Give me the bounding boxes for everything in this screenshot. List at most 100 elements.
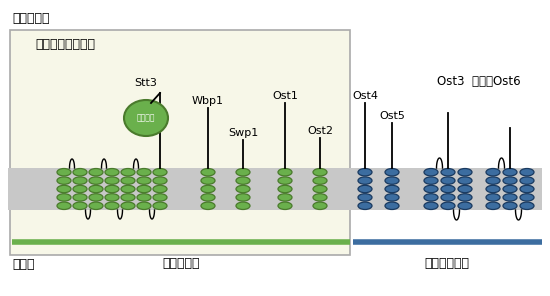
Ellipse shape	[201, 177, 215, 184]
Ellipse shape	[503, 168, 517, 176]
Ellipse shape	[137, 194, 151, 201]
Ellipse shape	[385, 202, 399, 210]
Ellipse shape	[278, 168, 292, 176]
Ellipse shape	[121, 194, 135, 201]
Ellipse shape	[358, 177, 372, 184]
Ellipse shape	[89, 194, 103, 201]
Ellipse shape	[278, 185, 292, 193]
Text: Ost1: Ost1	[272, 91, 298, 101]
Ellipse shape	[137, 185, 151, 193]
Ellipse shape	[441, 194, 455, 201]
Ellipse shape	[503, 185, 517, 193]
Bar	[8, 168, 542, 210]
Ellipse shape	[520, 194, 534, 201]
Ellipse shape	[520, 168, 534, 176]
Ellipse shape	[57, 202, 71, 210]
Ellipse shape	[424, 185, 438, 193]
Ellipse shape	[73, 202, 87, 210]
Ellipse shape	[201, 168, 215, 176]
Ellipse shape	[201, 194, 215, 201]
Ellipse shape	[236, 177, 250, 184]
Ellipse shape	[105, 194, 119, 201]
Ellipse shape	[503, 194, 517, 201]
Text: 触媒部位: 触媒部位	[137, 113, 155, 123]
Ellipse shape	[458, 185, 472, 193]
Ellipse shape	[385, 168, 399, 176]
Ellipse shape	[278, 194, 292, 201]
Text: 生育に必須: 生育に必須	[162, 257, 200, 270]
Ellipse shape	[458, 202, 472, 210]
Ellipse shape	[137, 168, 151, 176]
Text: 共通サブユニット: 共通サブユニット	[35, 38, 95, 51]
Ellipse shape	[385, 177, 399, 184]
Ellipse shape	[424, 202, 438, 210]
Ellipse shape	[89, 168, 103, 176]
Text: Ost5: Ost5	[379, 111, 405, 121]
Text: Stt3: Stt3	[135, 78, 157, 88]
Ellipse shape	[520, 177, 534, 184]
Ellipse shape	[278, 202, 292, 210]
Ellipse shape	[385, 194, 399, 201]
Ellipse shape	[520, 185, 534, 193]
Ellipse shape	[441, 185, 455, 193]
Ellipse shape	[73, 177, 87, 184]
Ellipse shape	[201, 185, 215, 193]
Text: 小胞体内腔: 小胞体内腔	[12, 12, 50, 25]
Ellipse shape	[503, 202, 517, 210]
Ellipse shape	[105, 202, 119, 210]
Ellipse shape	[57, 185, 71, 193]
Ellipse shape	[458, 177, 472, 184]
Ellipse shape	[385, 185, 399, 193]
Ellipse shape	[236, 185, 250, 193]
Ellipse shape	[153, 177, 167, 184]
Ellipse shape	[137, 202, 151, 210]
Text: 生育に非必須: 生育に非必須	[425, 257, 470, 270]
Ellipse shape	[486, 194, 500, 201]
Ellipse shape	[503, 177, 517, 184]
Text: Wbp1: Wbp1	[192, 96, 224, 106]
Ellipse shape	[137, 177, 151, 184]
Ellipse shape	[458, 168, 472, 176]
Ellipse shape	[424, 194, 438, 201]
Ellipse shape	[105, 185, 119, 193]
Text: Ost4: Ost4	[352, 91, 378, 101]
Ellipse shape	[358, 168, 372, 176]
Text: Ost3  またはOst6: Ost3 またはOst6	[437, 75, 521, 88]
Ellipse shape	[73, 168, 87, 176]
Ellipse shape	[441, 168, 455, 176]
Text: Swp1: Swp1	[228, 128, 258, 138]
FancyBboxPatch shape	[10, 30, 350, 255]
Ellipse shape	[73, 185, 87, 193]
Ellipse shape	[486, 168, 500, 176]
Ellipse shape	[358, 194, 372, 201]
Ellipse shape	[520, 202, 534, 210]
Ellipse shape	[236, 194, 250, 201]
Ellipse shape	[313, 202, 327, 210]
Ellipse shape	[153, 185, 167, 193]
Ellipse shape	[358, 185, 372, 193]
Ellipse shape	[57, 168, 71, 176]
Ellipse shape	[57, 194, 71, 201]
Ellipse shape	[486, 185, 500, 193]
Ellipse shape	[121, 168, 135, 176]
Text: Ost2: Ost2	[307, 126, 333, 136]
Ellipse shape	[486, 202, 500, 210]
Ellipse shape	[486, 177, 500, 184]
Ellipse shape	[313, 185, 327, 193]
Ellipse shape	[89, 202, 103, 210]
Ellipse shape	[358, 202, 372, 210]
Ellipse shape	[424, 168, 438, 176]
Ellipse shape	[313, 194, 327, 201]
Ellipse shape	[313, 177, 327, 184]
Ellipse shape	[441, 202, 455, 210]
Ellipse shape	[313, 168, 327, 176]
Text: 細胞質: 細胞質	[12, 258, 35, 271]
Ellipse shape	[201, 202, 215, 210]
Ellipse shape	[236, 168, 250, 176]
Ellipse shape	[458, 194, 472, 201]
Ellipse shape	[441, 177, 455, 184]
Ellipse shape	[236, 202, 250, 210]
Ellipse shape	[89, 185, 103, 193]
Ellipse shape	[89, 177, 103, 184]
Ellipse shape	[153, 194, 167, 201]
